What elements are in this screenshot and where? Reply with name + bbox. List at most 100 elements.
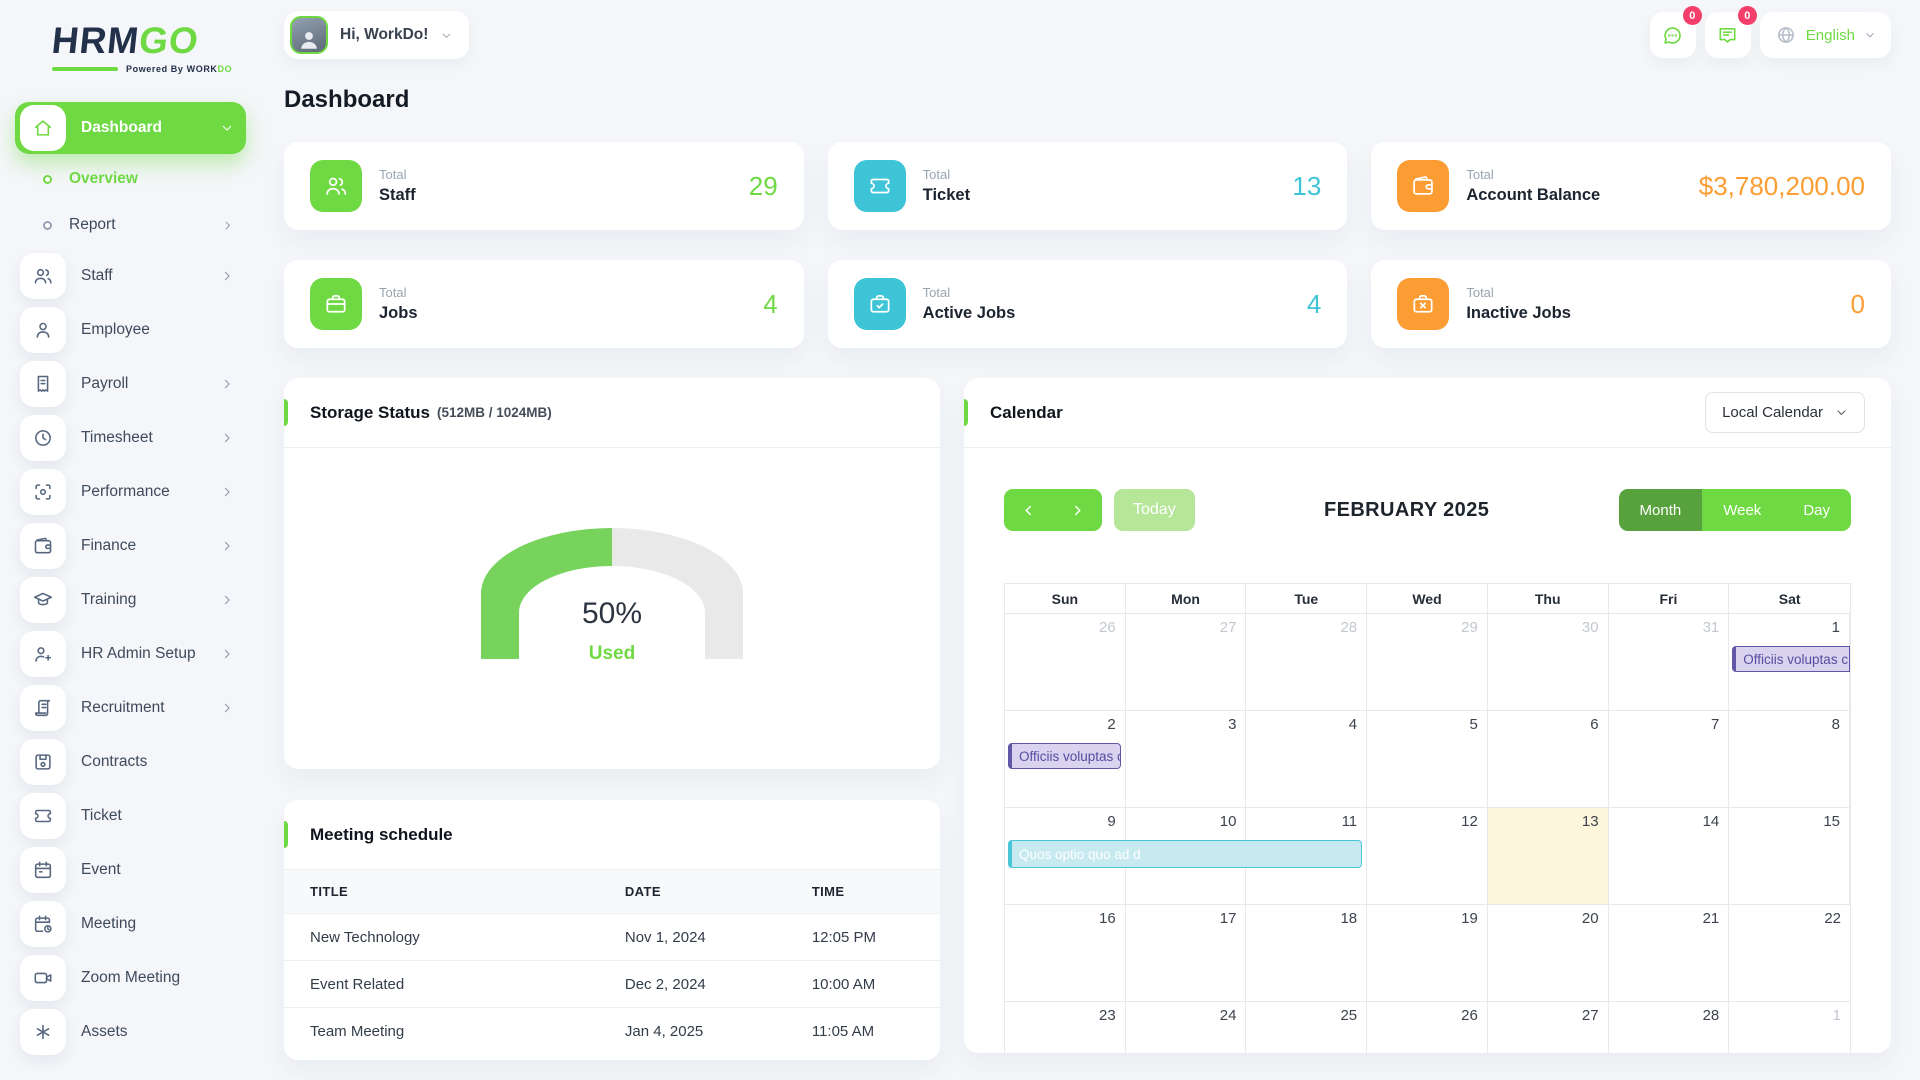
sidebar-item-training[interactable]: Training xyxy=(15,574,246,626)
calendar-view-week[interactable]: Week xyxy=(1702,489,1783,531)
calendar-day-cell[interactable]: 23 xyxy=(1005,1002,1126,1053)
sidebar-item-timesheet[interactable]: Timesheet xyxy=(15,412,246,464)
user-menu[interactable]: Hi, WorkDo! xyxy=(284,11,470,59)
sidebar-item-payroll[interactable]: Payroll xyxy=(15,358,246,410)
calendar-day-cell[interactable]: 20 xyxy=(1487,905,1609,1002)
sidebar-item-label: Staff xyxy=(81,267,113,284)
sidebar-item-zoom-meeting[interactable]: Zoom Meeting xyxy=(15,952,246,1004)
calendar-day-cell[interactable]: 21 xyxy=(1608,905,1730,1002)
globe-icon xyxy=(1775,24,1797,46)
calendar-day-cell[interactable]: 16 xyxy=(1005,905,1126,1002)
day-number: 22 xyxy=(1824,910,1841,927)
calendar-view-day[interactable]: Day xyxy=(1782,489,1851,531)
table-row[interactable]: New Technology Nov 1, 2024 12:05 PM xyxy=(284,913,940,961)
sidebar-item-recruitment[interactable]: Recruitment xyxy=(15,682,246,734)
calendar-day-cell[interactable]: 1 xyxy=(1729,1002,1850,1053)
stat-label: Active Jobs xyxy=(922,304,1016,322)
calendar-day-cell[interactable]: 2 xyxy=(1005,711,1126,808)
calendar-day-cell[interactable]: 11 xyxy=(1246,808,1368,905)
calendar-event[interactable]: Officiis voluptas c xyxy=(1008,743,1121,769)
sidebar-item-label: Timesheet xyxy=(81,429,153,446)
day-number: 23 xyxy=(1099,1007,1116,1024)
calendar-day-cell[interactable]: 7 xyxy=(1608,711,1730,808)
calendar-source-select[interactable]: Local Calendar xyxy=(1705,392,1865,433)
calendar-day-cell[interactable]: 13 xyxy=(1487,808,1609,905)
sidebar-item-staff[interactable]: Staff xyxy=(15,250,246,302)
calendar-day-cell[interactable]: 28 xyxy=(1246,614,1368,711)
stat-label: Jobs xyxy=(379,304,418,322)
table-row[interactable]: Team Meeting Jan 4, 2025 11:05 AM xyxy=(284,1007,940,1054)
asterisk-icon xyxy=(20,1009,66,1055)
graduation-icon xyxy=(20,577,66,623)
calendar-day-cell[interactable]: 29 xyxy=(1367,614,1488,711)
calendar-event[interactable]: Quos optio quo ad d xyxy=(1008,840,1363,868)
messages-button[interactable]: 0 xyxy=(1649,6,1702,58)
calendar-month-title: FEBRUARY 2025 xyxy=(1323,498,1490,521)
receipt-icon xyxy=(20,361,66,407)
day-number: 8 xyxy=(1831,716,1840,733)
calendar-day-cell[interactable]: 6 xyxy=(1487,711,1609,808)
greeting-label: Hi, WorkDo! xyxy=(340,26,429,43)
sidebar-item-ticket[interactable]: Ticket xyxy=(15,790,246,842)
ticket-icon xyxy=(20,793,66,839)
calendar-view-month[interactable]: Month xyxy=(1618,489,1703,531)
sidebar-item-dashboard[interactable]: Dashboard xyxy=(15,102,246,154)
calendar-day-cell[interactable]: 12 xyxy=(1367,808,1488,905)
calendar-event[interactable]: Officiis voluptas c xyxy=(1732,646,1850,672)
calendar-day-cell[interactable]: 24 xyxy=(1126,1002,1247,1053)
calendar-day-cell[interactable]: 18 xyxy=(1246,905,1368,1002)
day-number: 26 xyxy=(1461,1007,1478,1024)
calendar-day-cell[interactable]: 3 xyxy=(1125,711,1247,808)
calendar-day-cell[interactable]: 17 xyxy=(1125,905,1247,1002)
calendar-today-button[interactable]: Today xyxy=(1114,489,1195,531)
calendar-week-row: 16 17 18 19 20 21 22 xyxy=(1005,905,1850,1002)
sidebar-item-label: Contracts xyxy=(81,753,148,770)
calendar-clock-icon xyxy=(20,901,66,947)
chevron-down-icon xyxy=(440,29,453,42)
sidebar-item-label: Dashboard xyxy=(81,119,162,136)
sidebar-item-meeting[interactable]: Meeting xyxy=(15,898,246,950)
calendar-day-cell[interactable]: 25 xyxy=(1246,1002,1368,1053)
table-row[interactable]: Event Related Dec 2, 2024 10:00 AM xyxy=(284,960,940,1008)
calendar-next-button[interactable] xyxy=(1053,489,1102,531)
calendar-day-cell[interactable]: 8 xyxy=(1729,711,1850,808)
app-logo[interactable]: HRMGO Powered By WORKDO xyxy=(0,14,262,84)
sidebar-item-overview[interactable]: Overview xyxy=(15,156,246,202)
notifications-button[interactable]: 0 xyxy=(1704,6,1757,58)
calendar-day-cell[interactable]: 4 xyxy=(1246,711,1368,808)
sidebar-item-hr-admin-setup[interactable]: HR Admin Setup xyxy=(15,628,246,680)
calendar-day-cell[interactable]: 19 xyxy=(1367,905,1488,1002)
sidebar-item-event[interactable]: Event xyxy=(15,844,246,896)
sidebar-item-finance[interactable]: Finance xyxy=(15,520,246,572)
sidebar-item-employee[interactable]: Employee xyxy=(15,304,246,356)
calendar-day-cell[interactable]: 28 xyxy=(1609,1002,1730,1053)
language-selector[interactable]: English xyxy=(1759,12,1891,58)
stat-top-label: Total xyxy=(1466,167,1494,182)
sidebar-item-contracts[interactable]: Contracts xyxy=(15,736,246,788)
calendar-day-cell[interactable]: 30 xyxy=(1487,614,1609,711)
calendar-day-cell[interactable]: 31 xyxy=(1608,614,1730,711)
calendar-day-cell[interactable]: 26 xyxy=(1367,1002,1488,1053)
sidebar-item-performance[interactable]: Performance xyxy=(15,466,246,518)
calendar-day-cell[interactable]: 22 xyxy=(1729,905,1850,1002)
calendar-day-cell[interactable]: 27 xyxy=(1488,1002,1609,1053)
sidebar-item-report[interactable]: Report xyxy=(15,202,246,248)
calendar-day-cell[interactable]: 5 xyxy=(1367,711,1488,808)
stat-value: 4 xyxy=(1306,288,1322,319)
language-label: English xyxy=(1805,26,1855,44)
day-number: 31 xyxy=(1702,619,1720,636)
chevron-down-icon xyxy=(1864,29,1876,41)
day-number: 7 xyxy=(1710,716,1720,733)
calendar-prev-button[interactable] xyxy=(1004,489,1053,531)
bullet-icon xyxy=(43,174,52,184)
sidebar-item-assets[interactable]: Assets xyxy=(15,1006,246,1058)
calendar-day-cell[interactable]: 14 xyxy=(1608,808,1730,905)
sidebar-nav: Dashboard Overview Report Staff Employee… xyxy=(0,102,262,1058)
day-number: 11 xyxy=(1341,813,1358,830)
calendar-day-cell[interactable]: 15 xyxy=(1729,808,1850,905)
calendar-day-cell[interactable]: 27 xyxy=(1125,614,1247,711)
sidebar-item-label: HR Admin Setup xyxy=(81,645,196,662)
sidebar: HRMGO Powered By WORKDO Dashboard Overvi… xyxy=(0,0,262,1080)
day-number: 28 xyxy=(1702,1007,1720,1024)
calendar-day-cell[interactable]: 26 xyxy=(1005,614,1126,711)
